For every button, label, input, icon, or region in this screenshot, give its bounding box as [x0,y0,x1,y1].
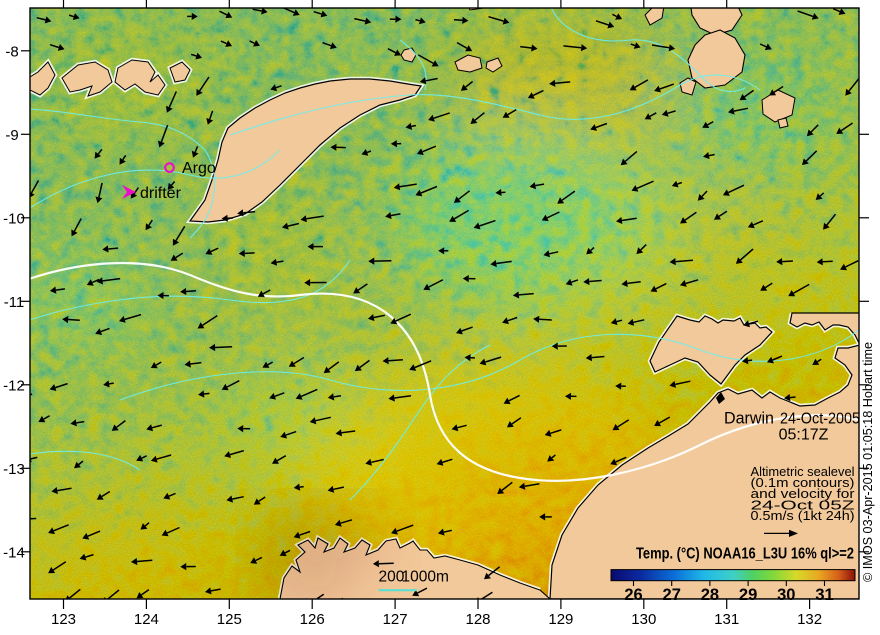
svg-text:31: 31 [815,586,833,604]
svg-text:125: 125 [217,611,242,628]
svg-text:-8: -8 [5,43,18,60]
svg-text:30: 30 [777,586,795,604]
svg-text:127: 127 [383,611,408,628]
svg-text:131: 131 [714,611,739,628]
svg-text:126: 126 [300,611,325,628]
svg-text:0.5m/s (1kt 24h): 0.5m/s (1kt 24h) [751,508,855,523]
svg-text:123: 123 [51,611,76,628]
svg-text:27: 27 [663,586,681,604]
svg-text:Darwin: Darwin [724,410,774,428]
svg-text:05:17Z: 05:17Z [779,427,829,444]
svg-text:129: 129 [548,611,573,628]
svg-text:-11: -11 [4,294,25,311]
svg-text:-10: -10 [3,210,25,227]
svg-text:124: 124 [134,611,159,628]
svg-text:1000m: 1000m [402,569,449,586]
svg-text:132: 132 [797,611,822,628]
svg-text:-14: -14 [3,544,25,561]
svg-text:26: 26 [624,586,642,604]
svg-text:-9: -9 [5,127,18,144]
svg-text:Argo: Argo [182,160,216,177]
svg-text:128: 128 [465,611,490,628]
svg-text:28: 28 [701,586,719,604]
svg-text:-13: -13 [3,461,25,478]
svg-text:Temp. (°C) NOAA16_L3U 16% ql>=: Temp. (°C) NOAA16_L3U 16% ql>=2 [636,546,854,563]
svg-text:130: 130 [631,611,656,628]
svg-text:24-Oct-2005: 24-Oct-2005 [780,411,860,428]
svg-text:29: 29 [739,586,757,604]
svg-text:drifter: drifter [140,185,182,202]
svg-text:© IMOS 03-Apr-2015 01:05:18 Ho: © IMOS 03-Apr-2015 01:05:18 Hobart time [860,342,875,582]
svg-text:-12: -12 [3,377,25,394]
